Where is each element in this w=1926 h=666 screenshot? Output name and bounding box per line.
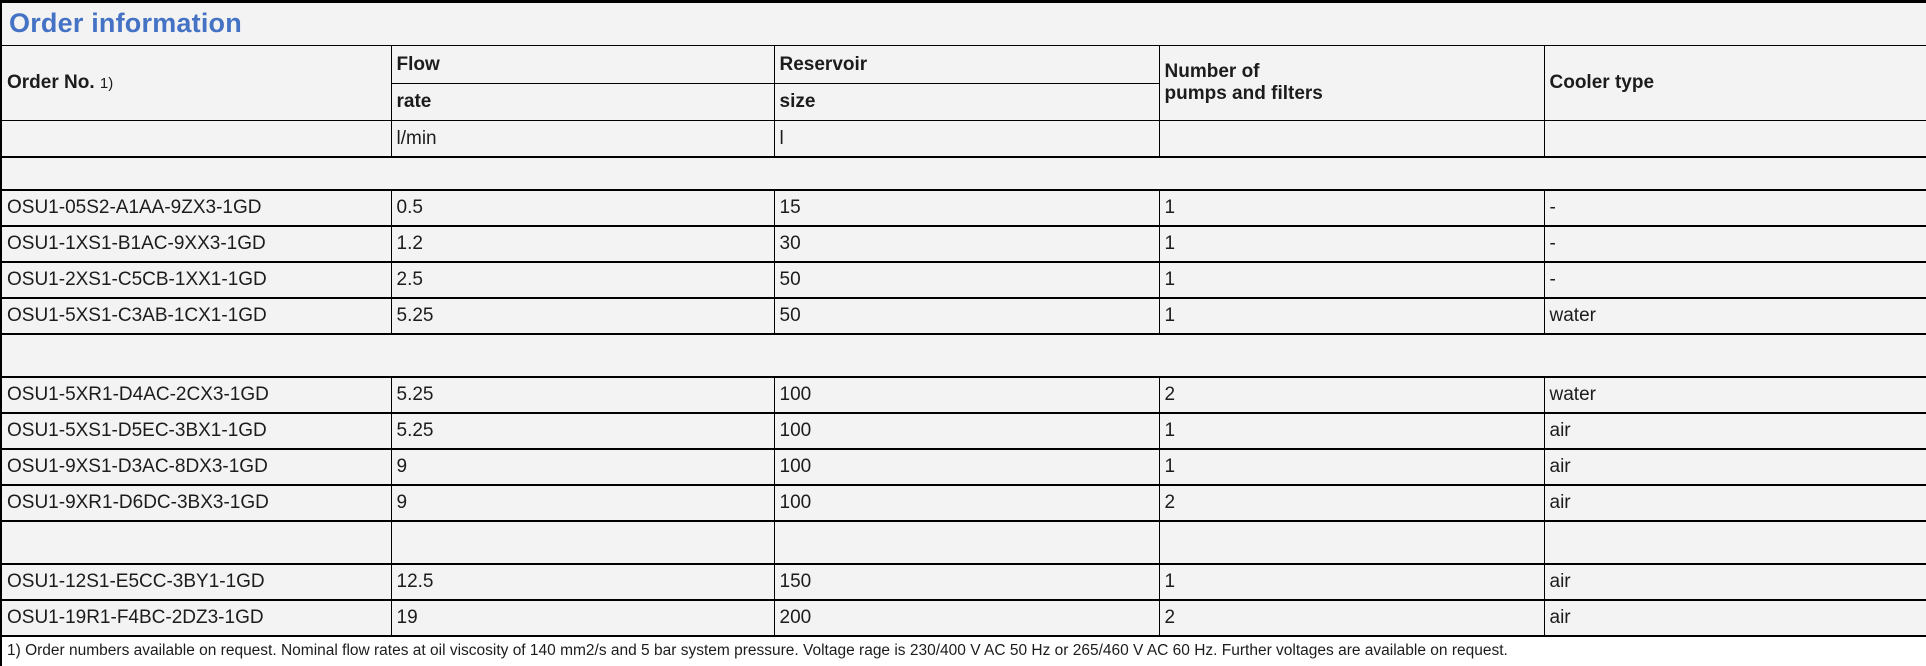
cooler-cell: air: [1543, 412, 1926, 450]
reservoir-cell: 15: [773, 189, 1160, 227]
flow-cell: 1.2: [390, 225, 775, 263]
cooler-cell: air: [1543, 563, 1926, 601]
pumps-header-line2: pumps and filters: [1164, 83, 1323, 104]
spacer-row-gridded: [1, 520, 1926, 565]
table-row: OSU1-5XS1-C3AB-1CX1-1GD 5.25 50 1 water: [1, 297, 1926, 335]
pumps-cell: 1: [1158, 261, 1545, 299]
table-row: OSU1-5XR1-D4AC-2CX3-1GD 5.25 100 2 water: [1, 376, 1926, 414]
header-row-1: Order No. 1) Flow Reservoir Number of pu…: [1, 45, 1926, 121]
table-row: OSU1-9XS1-D3AC-8DX3-1GD 9 100 1 air: [1, 448, 1926, 486]
order-no-cell: OSU1-5XS1-D5EC-3BX1-1GD: [1, 412, 392, 450]
pumps-header-line1: Number of: [1164, 61, 1260, 83]
pumps-cell: 1: [1158, 448, 1545, 486]
table-row: OSU1-2XS1-C5CB-1XX1-1GD 2.5 50 1 -: [1, 261, 1926, 299]
units-row: l/min l: [1, 120, 1926, 158]
footnote-text: 1) Order numbers available on request. N…: [1, 635, 1926, 666]
order-no-cell: OSU1-19R1-F4BC-2DZ3-1GD: [1, 599, 392, 637]
order-no-cell: OSU1-2XS1-C5CB-1XX1-1GD: [1, 261, 392, 299]
column-header-cooler: Cooler type: [1543, 45, 1926, 121]
table-row: OSU1-12S1-E5CC-3BY1-1GD 12.5 150 1 air: [1, 563, 1926, 601]
flow-header-line2: rate: [390, 83, 775, 121]
cooler-cell: air: [1543, 448, 1926, 486]
flow-cell: 5.25: [390, 297, 775, 335]
header-row-2: rate size: [1, 83, 1926, 121]
pumps-cell: 1: [1158, 225, 1545, 263]
flow-cell: 12.5: [390, 563, 775, 601]
reservoir-cell: 30: [773, 225, 1160, 263]
cooler-cell: air: [1543, 599, 1926, 637]
order-no-cell: OSU1-12S1-E5CC-3BY1-1GD: [1, 563, 392, 601]
table-row: OSU1-05S2-A1AA-9ZX3-1GD 0.5 15 1 -: [1, 189, 1926, 227]
reservoir-cell: 200: [773, 599, 1160, 637]
reservoir-cell: 150: [773, 563, 1160, 601]
reservoir-cell: 100: [773, 448, 1160, 486]
pumps-cell: 2: [1158, 376, 1545, 414]
spacer-row: [1, 156, 1926, 191]
cooler-cell: air: [1543, 484, 1926, 522]
spacer-row: [1, 333, 1926, 378]
order-no-unit-cell: [1, 120, 392, 158]
reservoir-header-line2: size: [773, 83, 1160, 121]
reservoir-cell: 100: [773, 412, 1160, 450]
table-row: OSU1-5XS1-D5EC-3BX1-1GD 5.25 100 1 air: [1, 412, 1926, 450]
order-no-cell: OSU1-1XS1-B1AC-9XX3-1GD: [1, 225, 392, 263]
order-no-cell: OSU1-5XR1-D4AC-2CX3-1GD: [1, 376, 392, 414]
pumps-cell: 2: [1158, 484, 1545, 522]
cooler-cell: water: [1543, 297, 1926, 335]
order-no-footnote-marker: 1): [99, 75, 114, 93]
order-no-cell: OSU1-9XR1-D6DC-3BX3-1GD: [1, 484, 392, 522]
order-no-cell: OSU1-5XS1-C3AB-1CX1-1GD: [1, 297, 392, 335]
pumps-cell: 1: [1158, 563, 1545, 601]
order-no-cell: OSU1-9XS1-D3AC-8DX3-1GD: [1, 448, 392, 486]
column-header-flow: Flow: [390, 45, 775, 84]
flow-cell: 19: [390, 599, 775, 637]
title-row: Order information: [1, 1, 1926, 46]
column-header-reservoir: Reservoir: [773, 45, 1160, 84]
flow-cell: 2.5: [390, 261, 775, 299]
table-row: OSU1-1XS1-B1AC-9XX3-1GD 1.2 30 1 -: [1, 225, 1926, 263]
flow-cell: 5.25: [390, 376, 775, 414]
column-header-pumps: Number of pumps and filters: [1158, 45, 1545, 121]
order-no-cell: OSU1-05S2-A1AA-9ZX3-1GD: [1, 189, 392, 227]
order-no-label: Order No.: [7, 72, 95, 94]
cooler-cell: -: [1543, 261, 1926, 299]
flow-cell: 5.25: [390, 412, 775, 450]
cooler-unit-cell: [1543, 120, 1926, 158]
flow-cell: 9: [390, 448, 775, 486]
table-row: OSU1-19R1-F4BC-2DZ3-1GD 19 200 2 air: [1, 599, 1926, 637]
flow-unit-cell: l/min: [390, 120, 775, 158]
table-row: OSU1-9XR1-D6DC-3BX3-1GD 9 100 2 air: [1, 484, 1926, 522]
pumps-unit-cell: [1158, 120, 1545, 158]
page-title: Order information: [9, 8, 242, 39]
pumps-cell: 1: [1158, 297, 1545, 335]
pumps-cell: 1: [1158, 412, 1545, 450]
cooler-cell: water: [1543, 376, 1926, 414]
reservoir-cell: 100: [773, 376, 1160, 414]
flow-cell: 9: [390, 484, 775, 522]
footnote-row: 1) Order numbers available on request. N…: [1, 635, 1926, 666]
pumps-cell: 1: [1158, 189, 1545, 227]
pumps-cell: 2: [1158, 599, 1545, 637]
reservoir-cell: 50: [773, 297, 1160, 335]
column-header-order-no: Order No. 1): [1, 45, 392, 121]
reservoir-cell: 50: [773, 261, 1160, 299]
reservoir-unit-cell: l: [773, 120, 1160, 158]
cooler-cell: -: [1543, 189, 1926, 227]
cooler-cell: -: [1543, 225, 1926, 263]
reservoir-cell: 100: [773, 484, 1160, 522]
flow-cell: 0.5: [390, 189, 775, 227]
